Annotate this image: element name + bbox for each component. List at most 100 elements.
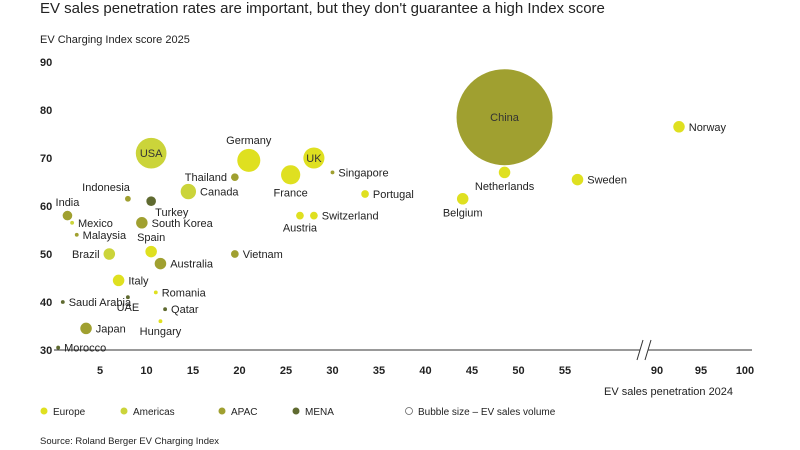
bubble-mexico: Mexico: [70, 218, 113, 230]
bubble-label: Italy: [128, 275, 149, 287]
legend-item-apac: APAC: [218, 407, 258, 418]
bubble-switzerland: Switzerland: [310, 211, 379, 223]
bubble-mark: [180, 183, 197, 200]
x-tick-label: 90: [651, 365, 663, 377]
legend-item-americas: Americas: [120, 407, 175, 418]
bubble-morocco: Morocco: [56, 343, 106, 355]
legend-label: Europe: [53, 407, 86, 418]
bubble-mark: [571, 173, 584, 186]
bubble-label: Indonesia: [82, 182, 131, 194]
bubble-mark: [56, 345, 61, 350]
bubble-sweden: Sweden: [571, 173, 627, 187]
bubble-mark: [153, 290, 158, 295]
bubbles: China USA Germany UK France Canada Norway Swede…: [56, 69, 727, 355]
y-tick-label: 90: [40, 57, 52, 69]
x-tick-label: 55: [559, 365, 571, 377]
bubble-vietnam: Vietnam: [231, 249, 283, 261]
x-tick-label: 15: [187, 365, 199, 377]
x-tick-label: 20: [233, 365, 245, 377]
bubble-qatar: Qatar: [163, 304, 199, 316]
bubble-mark: [163, 307, 168, 312]
bubble-singapore: Singapore: [330, 167, 389, 179]
bubble-label: Sweden: [587, 175, 627, 187]
bubble-label: Hungary: [140, 326, 182, 338]
bubble-mark: [231, 173, 239, 182]
bubble-mark: [74, 232, 79, 237]
bubble-mark: [330, 170, 335, 175]
bubble-italy: Italy: [112, 274, 149, 287]
x-tick-label: 25: [280, 365, 292, 377]
bubble-mark: [112, 274, 125, 287]
bubble-mark: [158, 319, 163, 324]
x-ticks: 5 10 15 20 25 30 35 40 45 50 55 90 95 100: [97, 365, 754, 377]
bubble-label: Australia: [170, 259, 214, 271]
bubble-label: Singapore: [338, 167, 388, 179]
x-tick-label: 45: [466, 365, 478, 377]
legend-size-label: Bubble size – EV sales volume: [418, 407, 556, 418]
bubble-label: Thailand: [185, 172, 227, 184]
legend-swatch: [218, 407, 226, 415]
bubble-mark: [303, 147, 325, 169]
bubble-mark: [145, 245, 157, 258]
bubble-mark: [146, 196, 156, 206]
bubble-mark: [80, 322, 92, 335]
bubble-label: Romania: [162, 287, 207, 299]
bubble-label: Germany: [226, 135, 272, 147]
bubble-label: South Korea: [152, 218, 214, 230]
bubble-label: Mexico: [78, 218, 113, 230]
bubble-label: Switzerland: [322, 211, 379, 223]
bubble-mark: [70, 220, 75, 225]
bubble-thailand: Thailand: [185, 172, 239, 184]
x-tick-label: 30: [326, 365, 338, 377]
bubble-label: Turkey: [155, 207, 189, 219]
bubble-japan: Japan: [80, 322, 126, 335]
bubble-label: Belgium: [443, 208, 483, 220]
axis-break-mark: [644, 339, 652, 361]
bubble-romania: Romania: [153, 287, 207, 299]
x-tick-label: 35: [373, 365, 385, 377]
legend-label: Americas: [133, 407, 175, 418]
chart-title: EV sales penetration rates are important…: [40, 0, 605, 17]
bubble-label: USA: [140, 148, 163, 160]
bubble-mark: [135, 137, 167, 169]
bubble-malaysia: Malaysia: [74, 230, 127, 242]
bubble-france: France: [274, 165, 308, 199]
bubble-label: Portugal: [373, 189, 414, 201]
legend-size-swatch: [405, 407, 413, 415]
source-note: Source: Roland Berger EV Charging Index: [40, 436, 219, 447]
legend-item-europe: Europe: [40, 407, 86, 418]
bubble-label: Netherlands: [475, 181, 535, 193]
bubble-netherlands: Netherlands: [475, 166, 535, 193]
legend-item-mena: MENA: [292, 407, 334, 418]
bubble-china: China: [456, 69, 553, 166]
bubble-india: India: [56, 197, 80, 221]
bubble-label: Norway: [689, 122, 727, 134]
bubble-saudi-arabia: Saudi Arabia: [60, 297, 132, 309]
bubble-uae: UAE: [117, 295, 139, 314]
bubble-label: Malaysia: [83, 230, 127, 242]
y-tick-label: 70: [40, 153, 52, 165]
bubble-label: China: [490, 112, 520, 124]
bubble-label: Canada: [200, 187, 239, 199]
x-tick-label: 95: [695, 365, 707, 377]
x-tick-label: 5: [97, 365, 103, 377]
legend: Europe Americas APAC MENA Bubble size – EV s…: [40, 407, 556, 418]
bubble-usa: USA: [135, 137, 167, 169]
bubble-label: Qatar: [171, 304, 199, 316]
x-tick-label: 100: [736, 365, 754, 377]
bubble-indonesia: Indonesia: [82, 182, 131, 202]
axis-break-mark: [636, 339, 644, 361]
bubble-hungary: Hungary: [140, 319, 182, 338]
bubble-norway: Norway: [673, 121, 727, 134]
legend-swatch: [292, 407, 300, 415]
bubble-label: Brazil: [72, 249, 100, 261]
bubble-label: Saudi Arabia: [69, 297, 132, 309]
bubble-mark: [498, 166, 511, 179]
bubble-mark: [281, 165, 301, 185]
bubble-mark: [136, 217, 148, 229]
legend-label: MENA: [305, 407, 334, 418]
bubble-mark: [154, 257, 167, 270]
bubble-mark: [310, 211, 318, 220]
x-axis-label: EV sales penetration 2024: [604, 386, 733, 398]
y-tick-label: 50: [40, 249, 52, 261]
